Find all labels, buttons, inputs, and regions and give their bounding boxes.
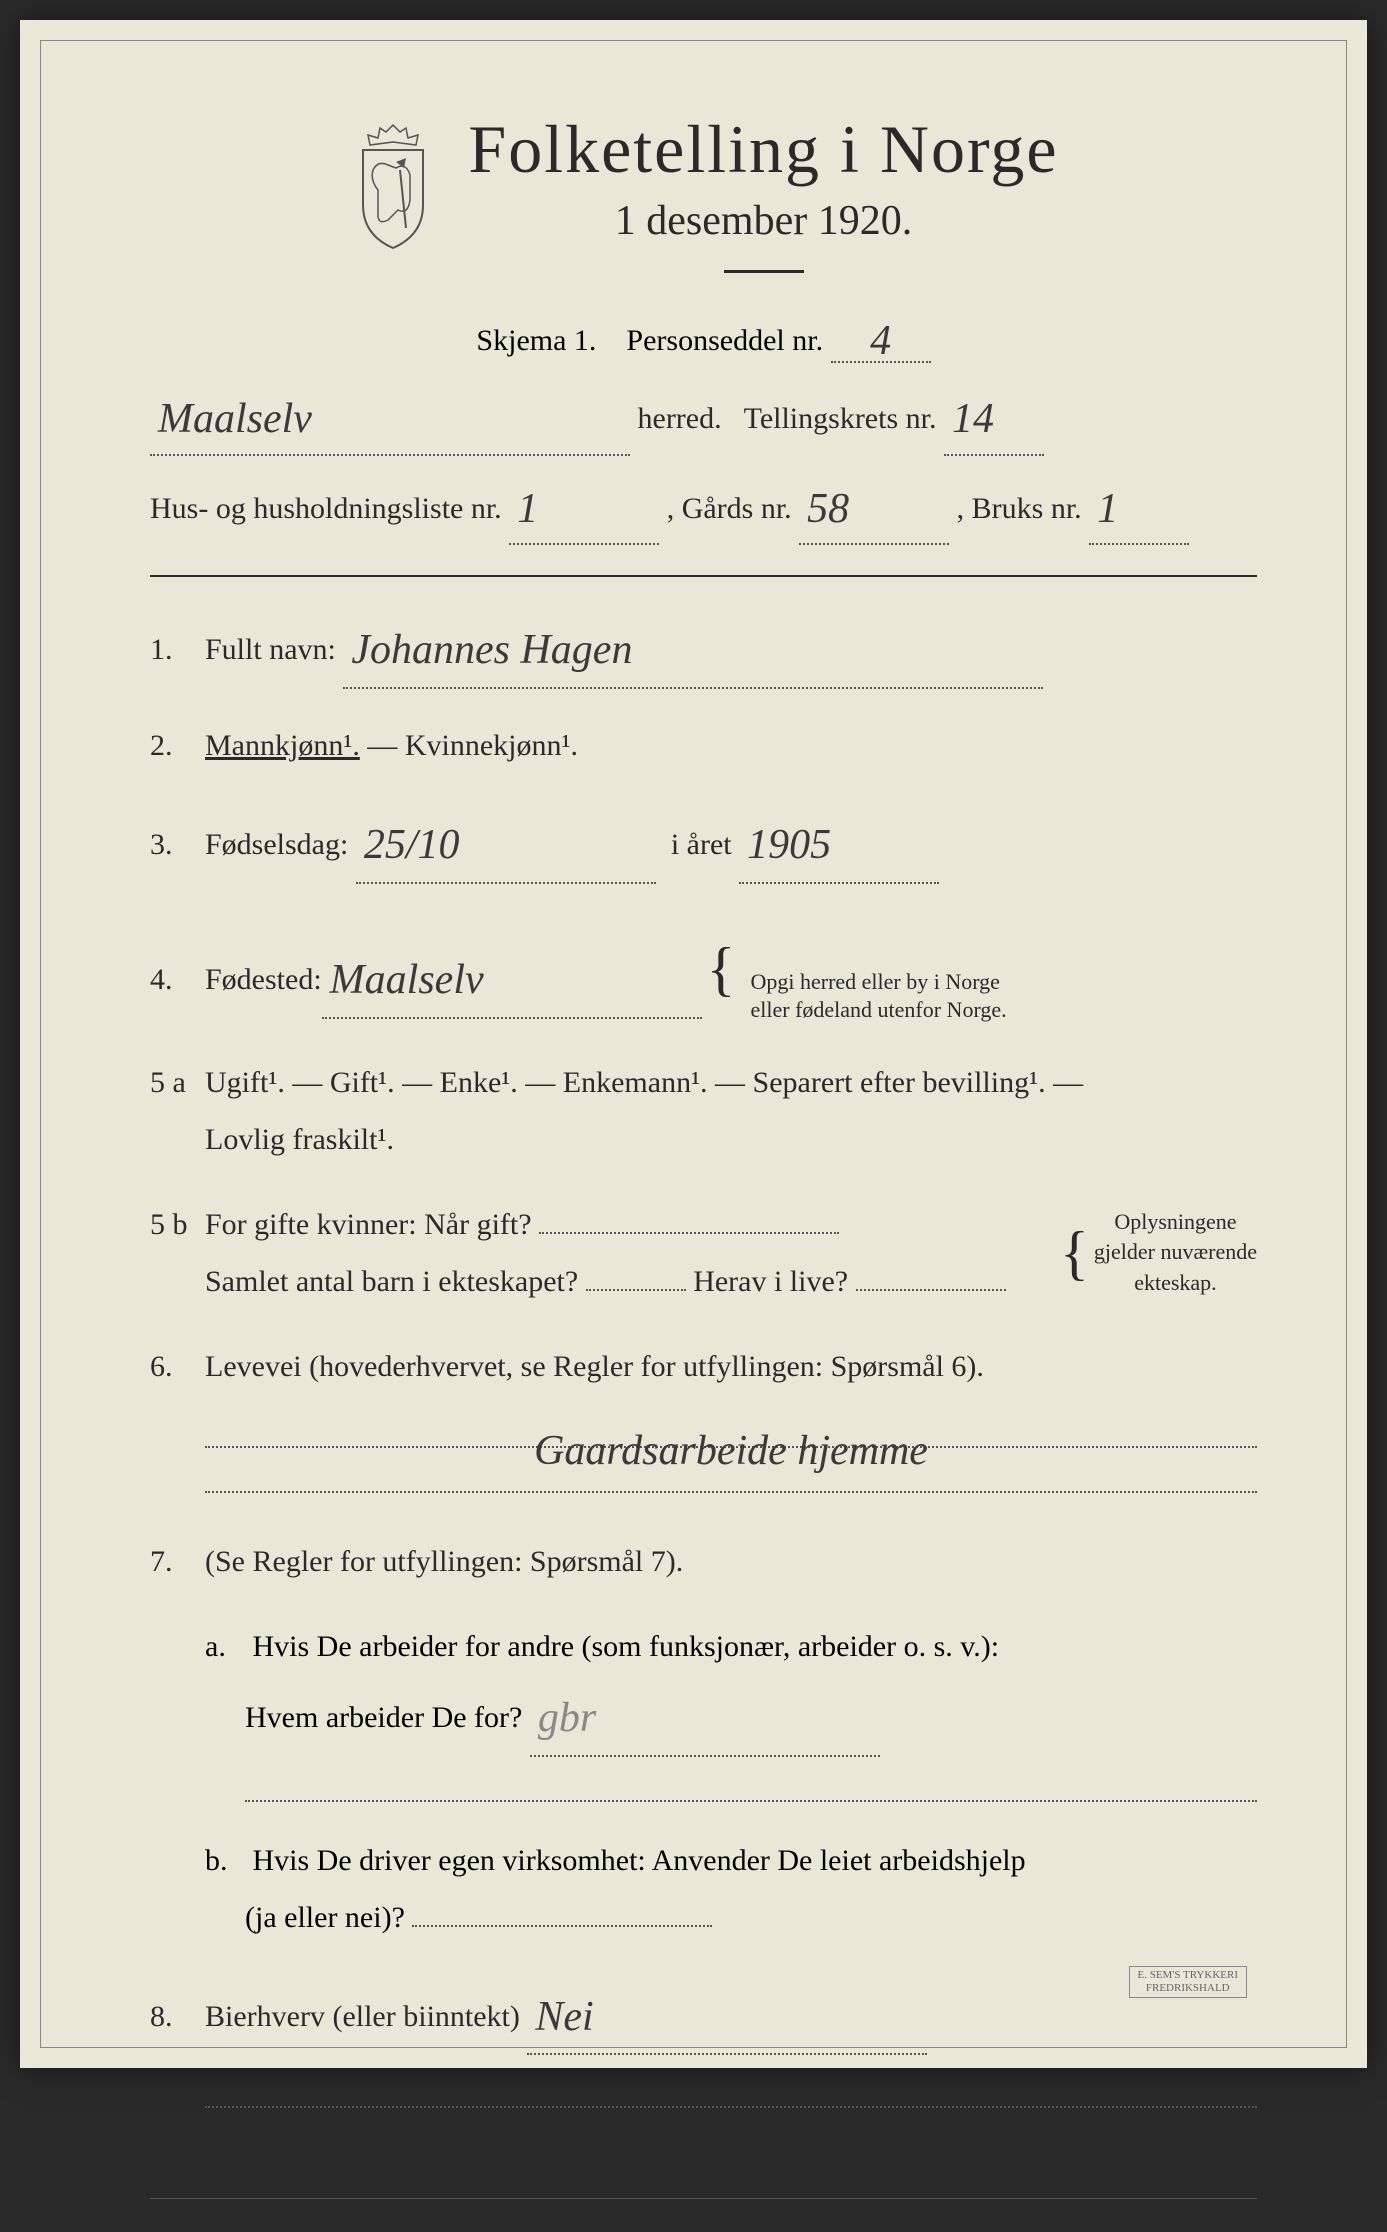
q2-sep: — — [367, 729, 405, 762]
q3-label: Fødselsdag: — [205, 828, 348, 861]
bruks-nr: 1 — [1097, 486, 1118, 532]
question-4: 4. Fødested: Maalselv { Opgi herred elle… — [150, 912, 1257, 1026]
main-title: Folketelling i Norge — [468, 110, 1058, 189]
q5b-num: 5 b — [150, 1208, 205, 1242]
coat-of-arms-icon — [348, 120, 438, 250]
question-7b: b. Hvis De driver egen virksomhet: Anven… — [205, 1832, 1257, 1946]
question-5a: 5 a Ugift¹. — Gift¹. — Enke¹. — Enkemann… — [150, 1054, 1257, 1168]
q4-note: Opgi herred eller by i Norge eller fødel… — [750, 968, 1006, 1025]
footnote-1-text: Her kan svares ved tydelig understreknin… — [170, 2209, 720, 2231]
q8-value: Nei — [535, 1994, 593, 2040]
q7a-blank-line — [245, 1777, 1257, 1802]
q2-kvinne: Kvinnekjønn¹. — [405, 729, 578, 762]
husliste-label: Hus- og husholdningsliste nr. — [150, 492, 502, 525]
question-8: 8. Bierhverv (eller biinntekt) Nei — [150, 1974, 1257, 2056]
footnote-rule — [150, 2198, 1257, 2199]
herred-line: Maalselv herred. Tellingskrets nr. 14 — [150, 378, 1257, 456]
q4-num: 4. — [150, 963, 205, 997]
tellingskrets-label: Tellingskrets nr. — [744, 402, 937, 435]
question-6: 6. Levevei (hovederhvervet, se Regler fo… — [150, 1338, 1257, 1395]
herred-label: herred. — [638, 402, 722, 435]
q1-label: Fullt navn: — [205, 633, 336, 666]
q5a-num: 5 a — [150, 1066, 205, 1100]
q3-num: 3. — [150, 828, 205, 862]
q7b-blank — [412, 1925, 712, 1927]
section-divider — [150, 575, 1257, 577]
q7a-text2: Hvem arbeider De for? — [245, 1701, 522, 1734]
q7-label: (Se Regler for utfyllingen: Spørsmål 7). — [205, 1545, 683, 1578]
footnote-1-num: 1 — [150, 2209, 160, 2231]
q5b-label2: Samlet antal barn i ekteskapet? — [205, 1265, 578, 1298]
question-2: 2. Mannkjønn¹. — Kvinnekjønn¹. — [150, 717, 1257, 774]
q5b-blank3 — [856, 1289, 1006, 1291]
biinntekt-note: Har man ingen biinntekt av nogen betydni… — [150, 2158, 1257, 2184]
subtitle: 1 desember 1920. — [468, 197, 1058, 245]
question-1: 1. Fullt navn: Johannes Hagen — [150, 607, 1257, 689]
q1-value: Johannes Hagen — [351, 627, 632, 673]
q7a-text1: Hvis De arbeider for andre (som funksjon… — [253, 1630, 1000, 1663]
q8-label: Bierhverv (eller biinntekt) — [205, 2000, 520, 2033]
printer-mark: E. SEM'S TRYKKERI FREDRIKSHALD — [1129, 1966, 1248, 1998]
q2-mann: Mannkjønn¹. — [205, 729, 360, 762]
brace-icon-2: } — [1060, 1196, 1089, 1310]
brace-icon: { — [707, 912, 736, 1026]
personseddel-nr: 4 — [870, 318, 891, 364]
q5b-blank1 — [539, 1232, 839, 1234]
q3-day: 25/10 — [364, 822, 460, 868]
gards-nr: 58 — [807, 486, 849, 532]
q4-value: Maalselv — [330, 957, 484, 1003]
tellingskrets-nr: 14 — [952, 396, 994, 442]
question-7: 7. (Se Regler for utfyllingen: Spørsmål … — [150, 1533, 1257, 1590]
q7b-text2: (ja eller nei)? — [245, 1901, 405, 1934]
q6-label: Levevei (hovederhvervet, se Regler for u… — [205, 1350, 984, 1383]
q5a-text: Ugift¹. — Gift¹. — Enke¹. — Enkemann¹. —… — [205, 1066, 1083, 1099]
q3-year: 1905 — [747, 822, 831, 868]
q6-value: Gaardsarbeide hjemme — [534, 1428, 928, 1474]
herred-name: Maalselv — [158, 396, 312, 442]
gards-label: , Gårds nr. — [667, 492, 792, 525]
census-form-page: Folketelling i Norge 1 desember 1920. Sk… — [20, 20, 1367, 2068]
q5b-label3: Herav i live? — [693, 1265, 848, 1298]
question-5b: 5 b For gifte kvinner: Når gift? Samlet … — [150, 1196, 1257, 1310]
q7b-text1: Hvis De driver egen virksomhet: Anvender… — [253, 1844, 1026, 1877]
hus-line: Hus- og husholdningsliste nr. 1 , Gårds … — [150, 468, 1257, 546]
skjema-label: Skjema 1. — [476, 324, 596, 357]
question-7a: a. Hvis De arbeider for andre (som funks… — [205, 1618, 1257, 1757]
q8-blank-line — [205, 2083, 1257, 2108]
q1-num: 1. — [150, 633, 205, 667]
q5b-note: Oplysningene gjelder nuværende ekteskap. — [1094, 1207, 1257, 1299]
personseddel-label: Personseddel nr. — [626, 324, 823, 357]
q4-label: Fødested: — [205, 951, 322, 1008]
q7a-value: gbr — [538, 1695, 596, 1741]
schema-line: Skjema 1. Personseddel nr. 4 — [150, 313, 1257, 363]
q6-num: 6. — [150, 1350, 205, 1384]
husliste-nr: 1 — [517, 486, 538, 532]
q5b-label1: For gifte kvinner: Når gift? — [205, 1208, 532, 1241]
q2-num: 2. — [150, 729, 205, 763]
bruks-label: , Bruks nr. — [957, 492, 1082, 525]
q6-answer-line: Gaardsarbeide hjemme — [205, 1423, 1257, 1448]
question-3: 3. Fødselsdag: 25/10 i året 1905 — [150, 802, 1257, 884]
title-divider — [724, 270, 804, 273]
q7b-letter: b. — [205, 1832, 245, 1889]
q3-year-label: i året — [671, 828, 732, 861]
footnote-1: 1 Her kan svares ved tydelig understrekn… — [150, 2209, 1257, 2232]
q7-num: 7. — [150, 1545, 205, 1579]
q5b-blank2 — [586, 1289, 686, 1291]
q7a-letter: a. — [205, 1618, 245, 1675]
q5a-text2: Lovlig fraskilt¹. — [205, 1123, 394, 1156]
header: Folketelling i Norge 1 desember 1920. — [150, 110, 1257, 303]
title-block: Folketelling i Norge 1 desember 1920. — [468, 110, 1058, 303]
q8-num: 8. — [150, 2000, 205, 2034]
